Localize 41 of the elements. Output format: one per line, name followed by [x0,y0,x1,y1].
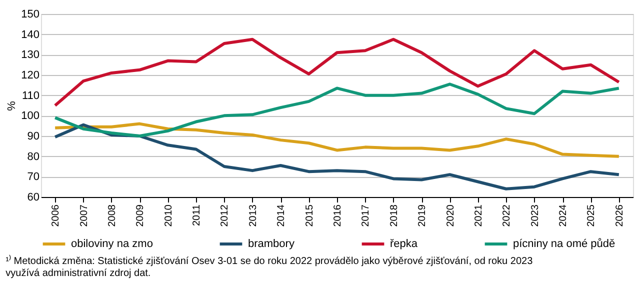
x-tick-label: 2026 [614,204,626,227]
y-tick-label: 70 [27,171,40,184]
x-tick-label: 2012 [220,204,231,227]
x-tick-label: 2020 [445,204,456,227]
x-tick-label: 2006 [50,204,62,227]
line-series [54,38,620,107]
x-tick-label: 2019 [417,204,428,227]
legend-label: pícniny na omé půdě [513,238,616,250]
x-tick-label: 2018 [388,204,400,227]
x-tick-label: 2010 [163,204,174,227]
legend-label: brambory [248,238,295,250]
legend-label: řepka [390,238,418,250]
x-tick-label: 2008 [106,204,118,227]
x-tick-label: 2017 [360,204,372,227]
x-tick-label: 2025 [586,204,598,227]
x-tick-label: 2024 [558,204,570,227]
x-tick-label: 2009 [135,204,146,227]
x-tick-label: 2023 [530,204,541,227]
x-tick-label: 2014 [276,204,288,227]
y-tick-label: 140 [21,28,40,41]
y-tick-label: 90 [27,130,40,142]
y-tick-label: 60 [27,192,40,204]
line-series [54,82,620,138]
line-series [54,123,620,190]
line-series [54,122,620,158]
y-tick-label: 80 [27,150,40,163]
x-tick-label: 2007 [78,204,90,227]
x-tick-label: 2015 [304,204,316,227]
x-tick-label: 2011 [192,204,203,226]
x-tick-label: 2021 [473,204,484,227]
text: ¹⁾ Metodická změna: Statistické zjišťování Osev 3-01 se do roku 2022 provádělo jako výběrové zjišťování, od roku 2023 využívá administrativní zdroj dat. [6,254,534,279]
y-axis-title: % [6,100,18,111]
x-tick-label: 2016 [332,204,344,227]
y-tick-label: 150 [21,8,40,20]
y-tick-label: 130 [21,49,40,62]
x-tick-label: 2022 [502,204,513,227]
y-tick-label: 120 [21,70,40,82]
y-tick-label: 110 [22,90,40,102]
x-tick-label: 2013 [248,204,259,227]
legend-label: obiloviny na zmo [71,238,153,250]
y-tick-label: 100 [21,110,40,122]
